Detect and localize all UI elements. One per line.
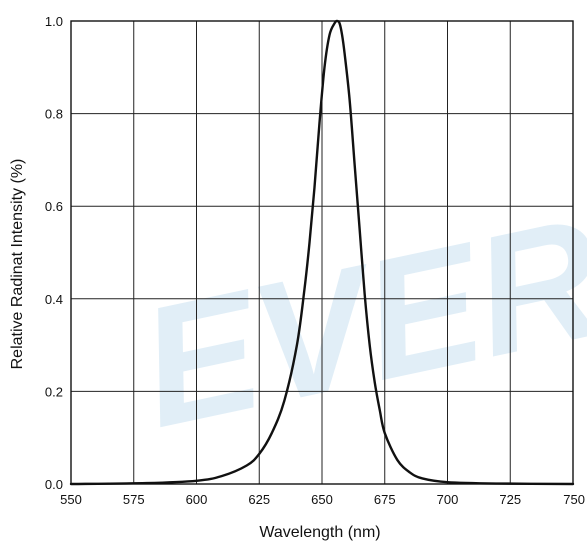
x-tick-label: 575: [123, 492, 145, 507]
y-tick-label: 0.6: [45, 199, 63, 214]
plot-frame: [70, 20, 574, 485]
y-tick-label: 0.8: [45, 107, 63, 122]
y-tick-labels: 0.0 0.2 0.4 0.6 0.8 1.0: [45, 14, 63, 492]
x-tick-label: 625: [248, 492, 270, 507]
y-tick-label: 1.0: [45, 14, 63, 29]
watermark-text: EVER: [126, 182, 587, 464]
y-tick-label: 0.0: [45, 477, 63, 492]
x-tick-label: 725: [499, 492, 521, 507]
x-tick-label: 675: [374, 492, 396, 507]
x-tick-label: 650: [311, 492, 333, 507]
x-tick-label: 550: [60, 492, 82, 507]
y-tick-label: 0.2: [45, 384, 63, 399]
y-axis-title: Relative Radinat Intensity (%): [9, 159, 26, 370]
x-tick-labels: 550 575 600 625 650 675 700 725 750: [60, 492, 585, 507]
x-tick-label: 600: [186, 492, 208, 507]
x-tick-label: 750: [563, 492, 585, 507]
grid-lines: [70, 20, 574, 485]
y-tick-label: 0.4: [45, 292, 63, 307]
x-tick-label: 700: [437, 492, 459, 507]
x-axis-title: Wavelength (nm): [259, 524, 380, 541]
